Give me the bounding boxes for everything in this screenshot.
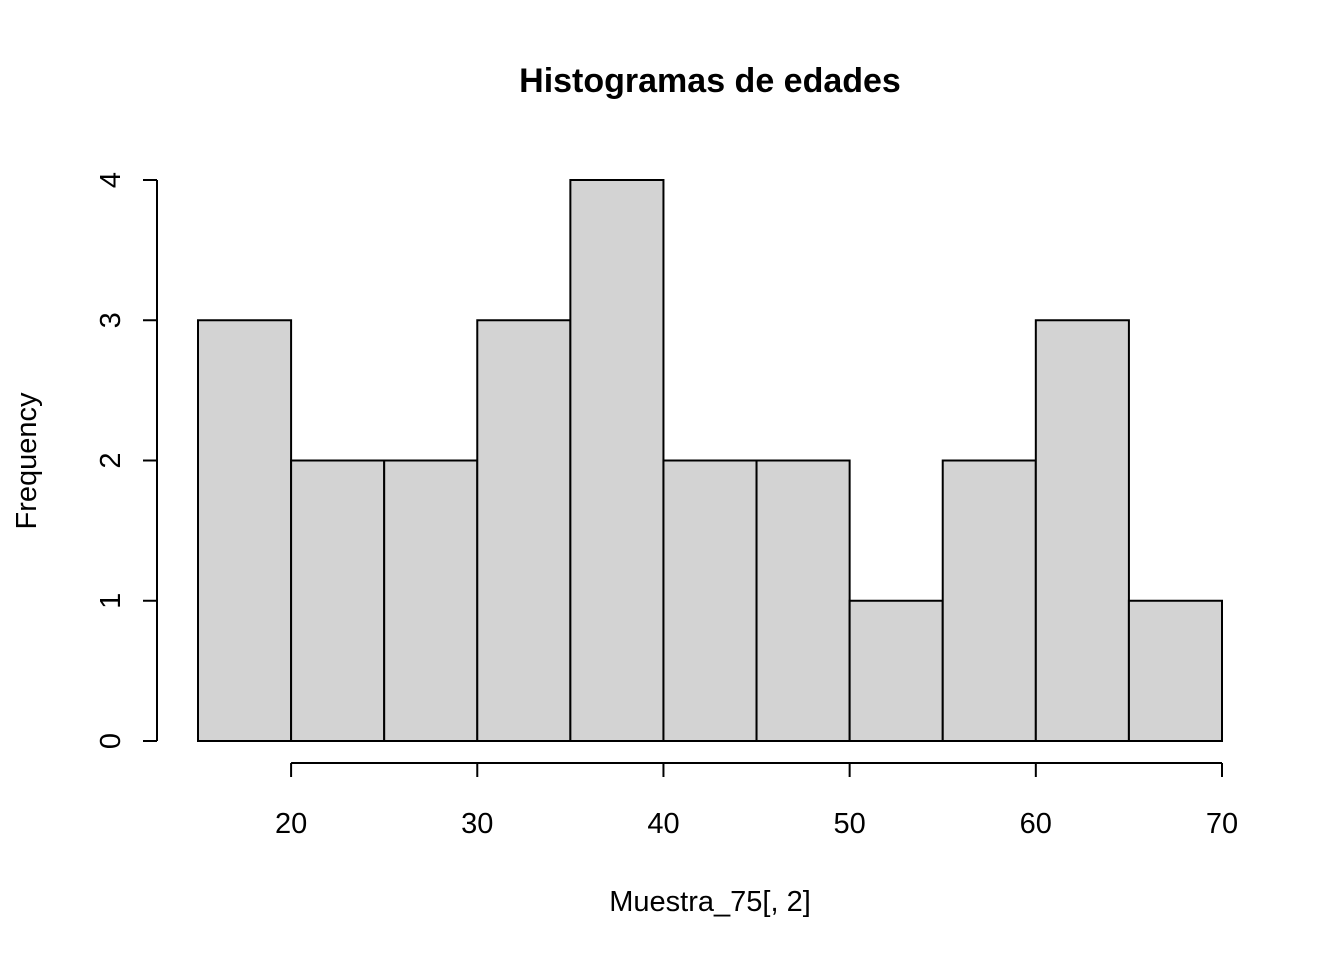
histogram-bar-60-65 [1034, 319, 1130, 742]
x-tick-label: 70 [1206, 808, 1238, 840]
y-tick-label: 3 [95, 312, 127, 328]
histogram-bar-65-70 [1127, 599, 1223, 742]
chart-title: Histogramas de edades [519, 62, 901, 100]
y-tick-label: 0 [95, 733, 127, 749]
histogram-bar-40-45 [662, 459, 758, 742]
y-axis-label: Frequency [11, 392, 43, 530]
y-tick-label: 4 [95, 172, 127, 188]
x-tick-label: 20 [275, 808, 307, 840]
histogram-bar-15-20 [197, 319, 293, 742]
histogram-bar-35-40 [569, 179, 665, 742]
histogram-bar-20-25 [290, 459, 386, 742]
x-tick-label: 40 [647, 808, 679, 840]
histogram-bar-25-30 [383, 459, 479, 742]
x-tick-label: 50 [834, 808, 866, 840]
histogram-bar-30-35 [476, 319, 572, 742]
x-axis: 20 30 40 50 60 70 [275, 762, 1238, 840]
x-axis-label: Muestra_75[, 2] [609, 886, 811, 918]
y-axis: 0 1 2 3 4 [95, 172, 158, 749]
bars-group [197, 179, 1223, 742]
histogram-bar-45-50 [755, 459, 851, 742]
histogram-bar-50-55 [848, 599, 944, 742]
histogram-bar-55-60 [941, 459, 1037, 742]
x-tick-label: 30 [461, 808, 493, 840]
x-tick-label: 60 [1020, 808, 1052, 840]
y-tick-label: 1 [95, 593, 127, 609]
y-tick-label: 2 [95, 452, 127, 468]
